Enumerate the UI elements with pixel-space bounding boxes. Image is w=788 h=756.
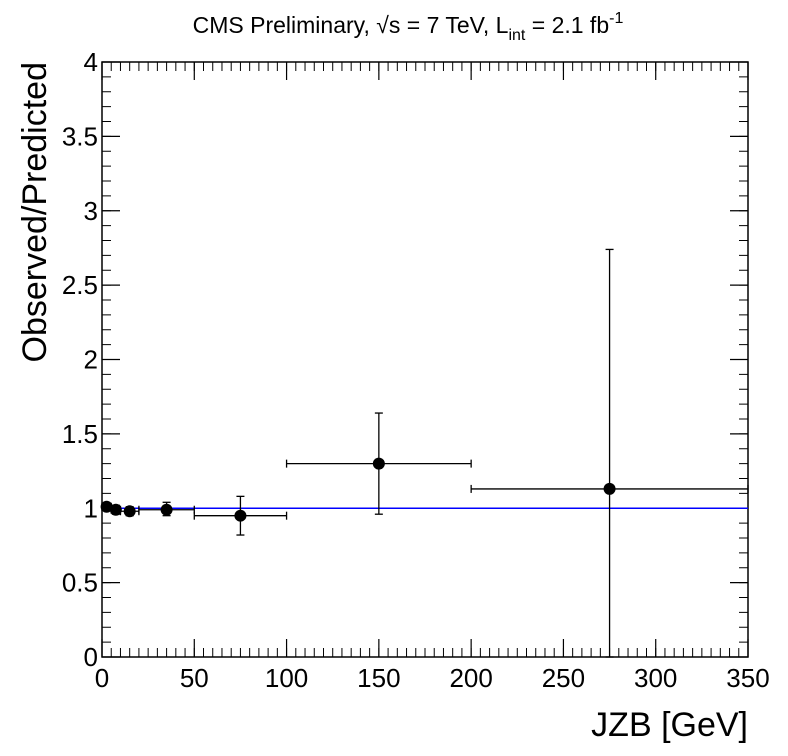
data-point-marker [160,503,173,516]
lumi-value: = 2.1 fb [525,12,609,38]
data-point-group [119,505,140,518]
x-tick-label: 250 [542,663,585,693]
y-tick-label: 3.5 [62,121,98,151]
y-tick-label: 4 [84,47,98,77]
x-tick-label: 0 [95,663,109,693]
x-tick-label: 350 [726,663,769,693]
title-energy: s = 7 TeV, L [389,12,509,38]
y-tick-label: 1.5 [62,419,98,449]
lumi-subscript: int [508,27,525,44]
x-tick-label: 50 [180,663,209,693]
data-point-marker [372,457,385,470]
data-point-group [100,500,113,513]
y-tick-label: 2.5 [62,270,98,300]
x-axis-title: JZB [GeV] [591,706,748,744]
y-tick-label: 0 [84,642,98,672]
y-axis-title: Observed/Predicted [16,62,54,363]
y-tick-label: 1 [84,493,98,523]
chart-title: CMS Preliminary, √s = 7 TeV, Lint = 2.1 … [193,10,624,44]
data-point-group [193,495,288,536]
y-tick-label: 3 [84,196,98,226]
x-tick-label: 150 [357,663,400,693]
x-tick-label: 300 [634,663,677,693]
lumi-unit-exponent: -1 [609,10,623,27]
data-point-group [138,501,195,517]
data-point-group [470,248,749,658]
data-point-marker [109,503,122,516]
data-point-marker [603,482,616,495]
y-tick-label: 0.5 [62,568,98,598]
y-tick-label: 2 [84,345,98,375]
axis-ticks [101,61,749,658]
title-lead: CMS Preliminary, [193,12,377,38]
x-tick-label: 100 [265,663,308,693]
plot-frame [101,61,749,658]
data-point-group [109,503,122,516]
data-point-group [285,412,472,515]
data-point-marker [234,509,247,522]
data-point-marker [100,500,113,513]
data-point-marker [123,505,136,518]
sqrt-symbol: √ [376,12,389,38]
data-points [100,248,749,658]
x-tick-label: 200 [449,663,492,693]
tick-labels: 0 50 100 150 200 250 300 350 0 0.5 1 1.5 2 2.5 3 3.5 4 [62,47,770,693]
